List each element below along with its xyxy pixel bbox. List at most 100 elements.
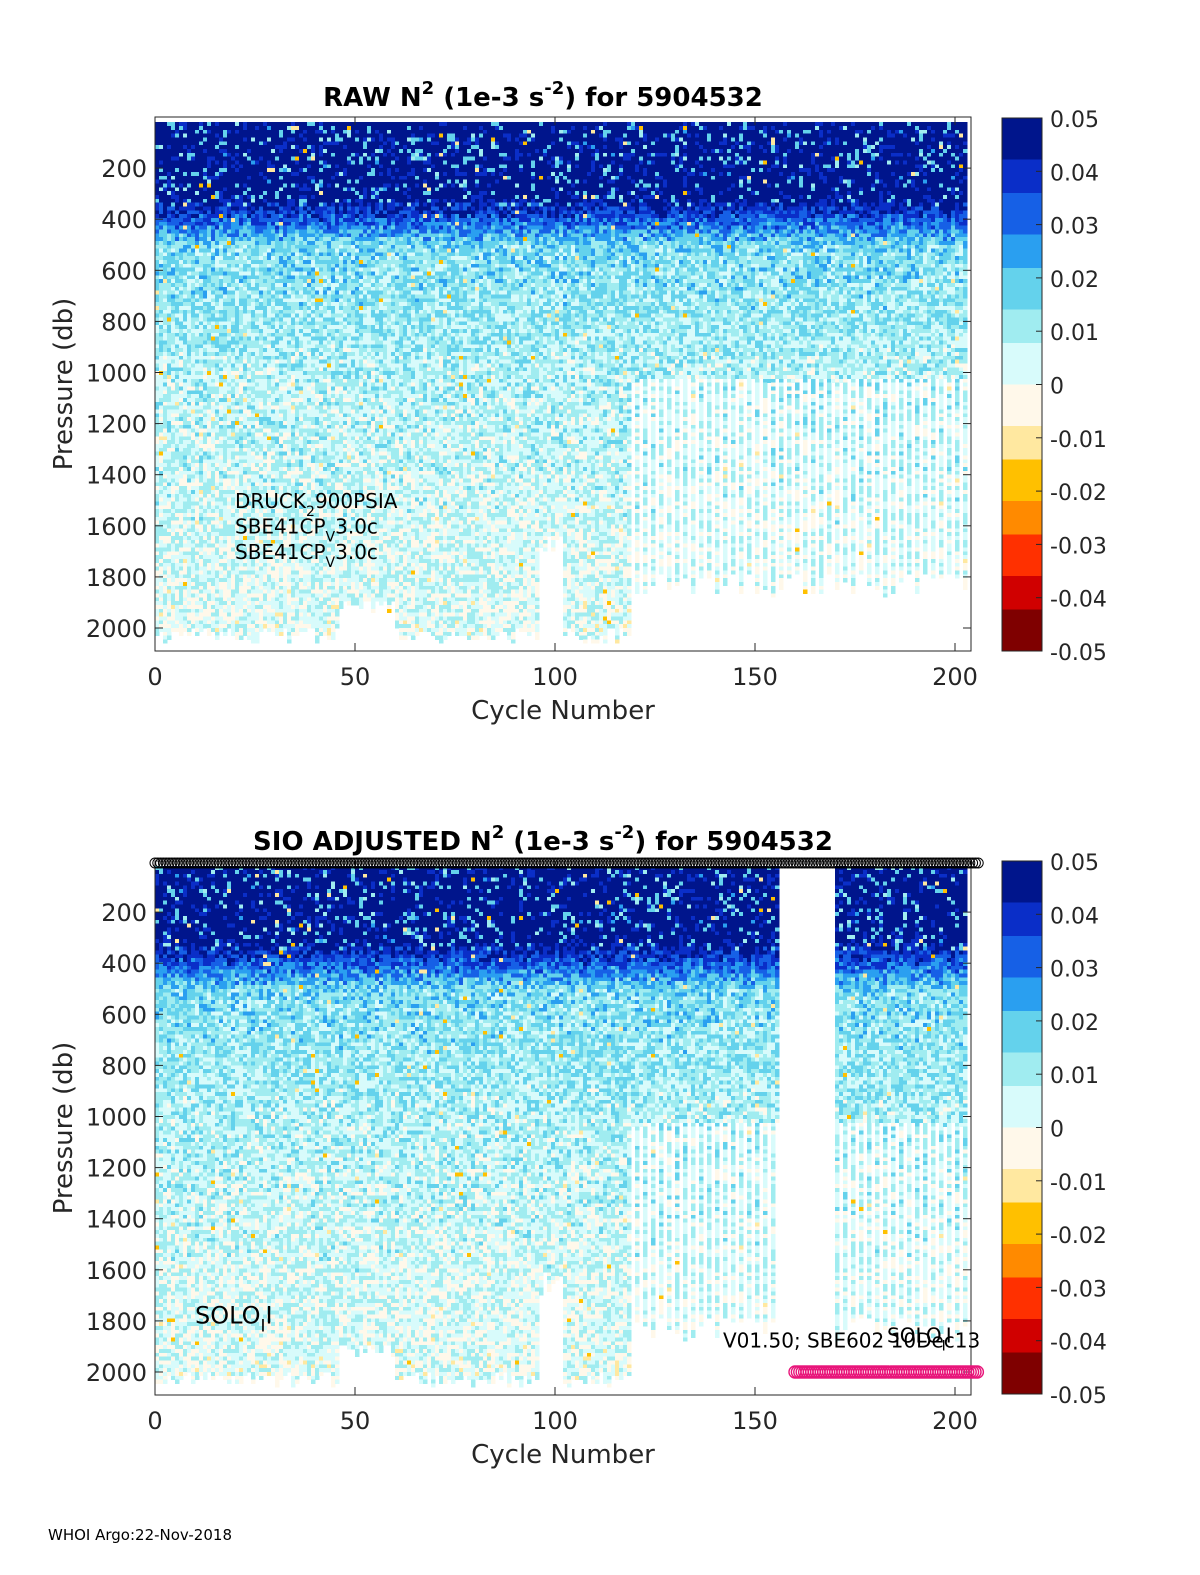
heatmap-cell [271,605,276,610]
heatmap-cell [159,459,164,464]
heatmap-cell [155,578,160,583]
heatmap-cell [239,210,244,215]
heatmap-cell [211,329,216,334]
heatmap-cell [275,137,280,142]
heatmap-cell [195,179,200,184]
heatmap-cell [251,555,256,560]
heatmap-cell [299,309,304,315]
heatmap-cell [199,428,204,433]
heatmap-cell [223,574,228,579]
heatmap-cell [219,616,224,621]
heatmap-cell [263,221,268,226]
heatmap-cell [295,152,300,157]
heatmap-cell [239,202,244,207]
heatmap-cell [171,559,176,564]
heatmap-cell [243,263,248,269]
heatmap-cell [171,263,176,269]
heatmap-cell [223,597,228,602]
heatmap-cell [279,344,284,349]
heatmap-cell [283,355,288,361]
heatmap-cell [203,424,208,430]
heatmap-cell [207,424,212,430]
heatmap-cell [263,582,268,587]
heatmap-cell [263,455,268,460]
heatmap-cell [271,344,276,349]
heatmap-cell [211,359,216,364]
heatmap-cell [247,363,252,368]
heatmap-cell [159,628,164,633]
heatmap-cell [239,267,244,272]
heatmap-cell [287,164,292,169]
heatmap-cell [163,612,168,617]
heatmap-cell [215,578,220,583]
heatmap-cell [283,509,288,514]
heatmap-cell [171,547,176,552]
heatmap-cell [227,125,232,131]
heatmap-cell [271,486,276,491]
heatmap-cell [239,451,244,456]
heatmap-cell [167,332,172,338]
heatmap-cell [163,375,168,380]
heatmap-cell [159,367,164,372]
heatmap-cell [259,294,264,299]
heatmap-cell [219,520,224,525]
heatmap-cell [247,459,252,464]
heatmap-cell [171,539,176,545]
heatmap-cell [219,547,224,552]
heatmap-cell [227,168,232,173]
heatmap-cell [259,152,264,157]
heatmap-cell [263,271,268,276]
heatmap-cell [171,133,176,138]
heatmap-cell [163,440,168,445]
heatmap-cell [203,413,208,418]
heatmap-cell [207,340,212,345]
heatmap-cell [199,179,204,184]
heatmap-cell [243,175,248,180]
heatmap-cell [215,612,220,617]
heatmap-cell [243,202,248,207]
heatmap-cell [187,271,192,276]
heatmap-cell [283,198,288,203]
heatmap-cell [247,417,252,422]
heatmap-cell [255,336,260,341]
heatmap-cell [171,516,176,522]
heatmap-cell [299,148,304,154]
heatmap-cell [179,309,184,315]
heatmap-cell [267,148,272,154]
heatmap-cell [295,168,300,173]
heatmap-cell [223,183,228,188]
heatmap-cell [163,490,168,495]
heatmap-cell [219,444,224,449]
heatmap-cell [231,566,236,571]
chart-panel-1: 0 50 100 150 2002004006008001000120014001600… [49,78,1107,726]
heatmap-cell [279,532,284,537]
heatmap-cell [271,562,276,568]
heatmap-cell [167,240,172,246]
heatmap-cell [227,191,232,196]
heatmap-cell [203,451,208,456]
heatmap-cell [231,156,236,161]
heatmap-cell [267,306,272,311]
heatmap-cell [155,336,160,341]
heatmap-cell [159,428,164,433]
heatmap-cell [175,482,180,487]
heatmap-cell [247,325,252,330]
heatmap-cell [235,589,240,594]
heatmap-cell [235,451,240,456]
heatmap-cell [219,145,224,150]
heatmap-cell [255,248,260,253]
heatmap-cell [159,578,164,583]
heatmap-cell [203,332,208,338]
heatmap-cell [239,225,244,230]
heatmap-cell [227,620,232,625]
heatmap-cell [183,386,188,391]
heatmap-cell [167,390,172,395]
heatmap-cell [203,152,208,157]
heatmap-cell [203,198,208,203]
heatmap-cell [203,624,208,629]
heatmap-cell [183,378,188,384]
heatmap-cell [179,398,184,403]
heatmap-cell [219,302,224,307]
heatmap-cell [239,263,244,269]
heatmap-cell [159,566,164,571]
